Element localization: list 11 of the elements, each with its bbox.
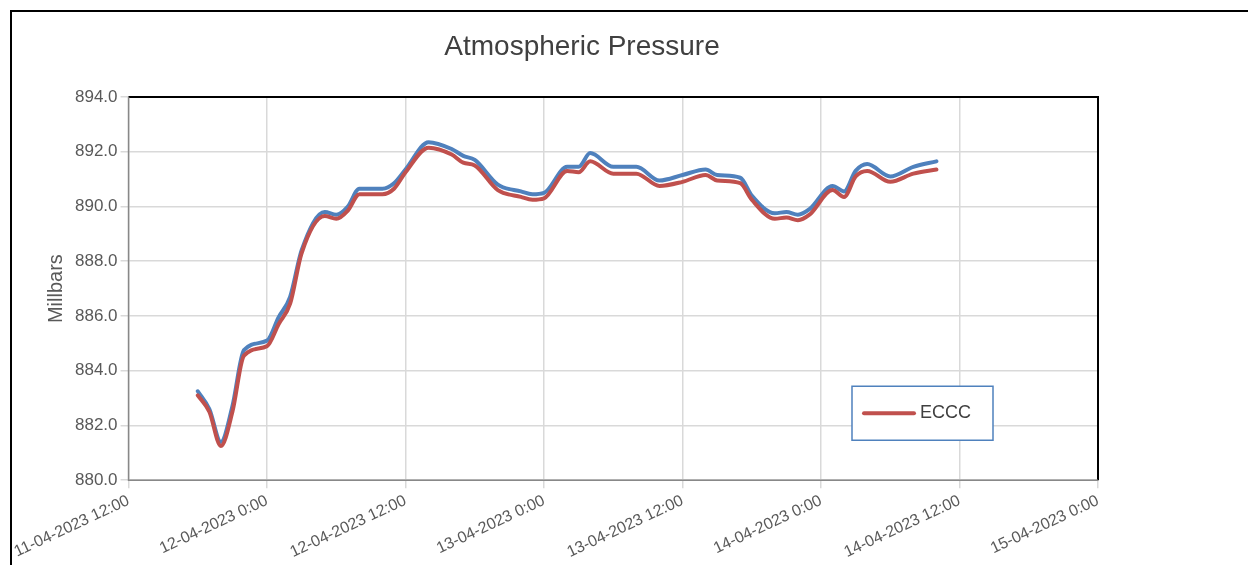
y-tick-label: 894.0 <box>74 86 118 106</box>
y-tick-label: 886.0 <box>74 305 118 325</box>
y-tick-label: 892.0 <box>74 141 118 161</box>
legend-label: ECCC <box>920 402 972 423</box>
y-tick-label: 882.0 <box>74 415 118 435</box>
y-axis-title: Millbars <box>43 254 66 324</box>
y-tick-label: 884.0 <box>74 360 118 380</box>
y-tick-label: 890.0 <box>74 196 118 216</box>
y-tick-label: 880.0 <box>74 469 118 489</box>
y-tick-label: 888.0 <box>74 250 118 270</box>
chart-title: Atmospheric Pressure <box>443 30 721 62</box>
